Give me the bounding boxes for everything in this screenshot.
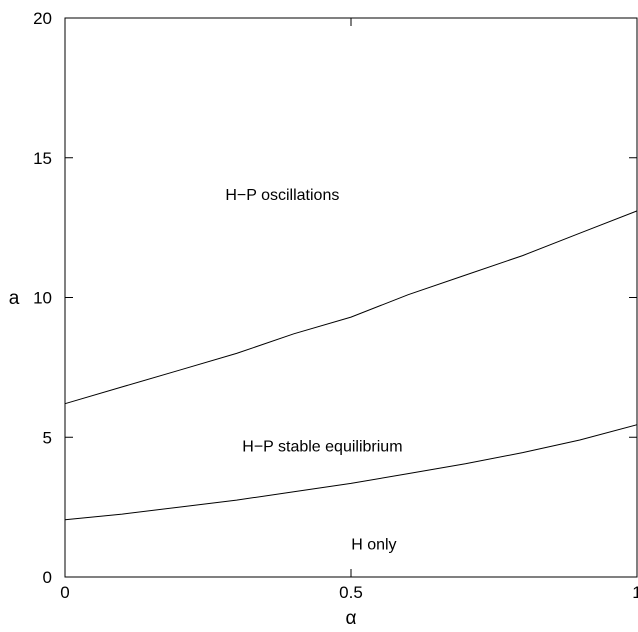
x-tick-label: 0 [60, 583, 69, 602]
x-tick-label: 0.5 [339, 583, 363, 602]
x-axis-label: α [346, 608, 357, 629]
plot-frame [64, 17, 638, 578]
series-lines [64, 210, 638, 521]
region-label: H only [351, 536, 396, 553]
y-axis-label: a [9, 288, 20, 309]
y-tick-label: 10 [33, 289, 52, 308]
y-tick-label: 20 [33, 9, 52, 28]
y-tick-label: 5 [43, 428, 52, 447]
ticks [64, 17, 638, 578]
region-label: H−P stable equilibrium [242, 439, 402, 456]
y-tick-label: 15 [33, 149, 52, 168]
region-label: H−P oscillations [225, 187, 339, 204]
series-line-2 [64, 424, 638, 521]
annotations: H−P oscillations H−P stable equilibrium H … [225, 187, 402, 553]
x-tick-label: 1 [632, 583, 638, 602]
y-tick-label: 0 [43, 568, 52, 587]
series-line-1 [64, 210, 638, 405]
